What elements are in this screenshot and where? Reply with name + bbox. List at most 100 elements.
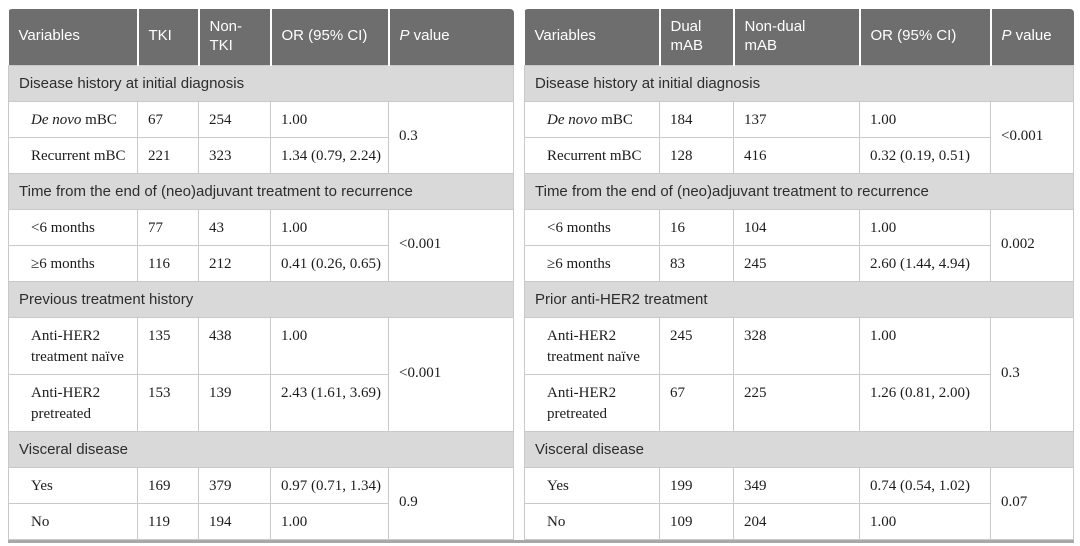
- section-title: Visceral disease: [524, 430, 1074, 468]
- tki-vs-non-tki-panel: Variables TKI Non-TKI OR (95% CI) P value Dis…: [8, 9, 514, 540]
- table-row: ≥6 months 116 212 0.41 (0.26, 0.65): [8, 244, 514, 282]
- group2-count-cell: 323: [198, 136, 271, 174]
- group1-count-cell: 83: [659, 244, 734, 282]
- section-row: Prior anti-HER2 treatment: [524, 280, 1074, 318]
- group2-count-cell: 104: [733, 208, 860, 246]
- table-row: Recurrent mBC 128 416 0.32 (0.19, 0.51): [524, 136, 1074, 174]
- variable-cell: Recurrent mBC: [524, 136, 660, 174]
- column-header-variables: Variables: [8, 9, 139, 65]
- group1-count-cell: 109: [659, 502, 734, 540]
- group1-count-cell: 77: [137, 208, 199, 246]
- p-value-cell: <0.001: [388, 316, 514, 432]
- odds-ratio-cell: 2.60 (1.44, 4.94): [859, 244, 991, 282]
- section-title: Disease history at initial diagnosis: [524, 64, 1074, 102]
- table-row: De novo mBC 184 137 1.00 <0.001: [524, 100, 1074, 174]
- section-title: Prior anti-HER2 treatment: [524, 280, 1074, 318]
- p-value-cell: 0.3: [388, 100, 514, 174]
- odds-ratio-cell: 0.32 (0.19, 0.51): [859, 136, 991, 174]
- section-row: Time from the end of (neo)adjuvant treat…: [8, 172, 514, 210]
- variable-cell: ≥6 months: [524, 244, 660, 282]
- variable-cell: <6 months: [524, 208, 660, 246]
- table-row: Anti-HER2 treatment naïve 245 328 1.00 0.3: [524, 316, 1074, 432]
- section-row: Time from the end of (neo)adjuvant treat…: [524, 172, 1074, 210]
- dual-mab-vs-non-dual-mab-panel: Variables Dual mAB Non-dual mAB OR (95% CI)…: [524, 9, 1074, 540]
- variable-cell: Anti-HER2 pretreated: [524, 373, 660, 432]
- group1-count-cell: 184: [659, 100, 734, 138]
- p-value-cell: 0.002: [990, 208, 1074, 282]
- odds-ratio-cell: 1.34 (0.79, 2.24): [270, 136, 389, 174]
- odds-ratio-cell: 1.00: [859, 502, 991, 540]
- variable-cell: Anti-HER2 pretreated: [8, 373, 138, 432]
- group2-count-cell: 328: [733, 316, 860, 375]
- section-title: Time from the end of (neo)adjuvant treat…: [8, 172, 514, 210]
- section-title: Time from the end of (neo)adjuvant treat…: [524, 172, 1074, 210]
- column-header-variables: Variables: [524, 9, 661, 65]
- section-row: Disease history at initial diagnosis: [8, 64, 514, 102]
- group2-count-cell: 212: [198, 244, 271, 282]
- table-row: Yes 199 349 0.74 (0.54, 1.02) 0.07: [524, 466, 1074, 540]
- group2-count-cell: 137: [733, 100, 860, 138]
- section-title: Previous treatment history: [8, 280, 514, 318]
- variable-cell: De novo mBC: [8, 100, 138, 138]
- group1-count-cell: 135: [137, 316, 199, 375]
- column-header-group2: Non-TKI: [198, 9, 272, 65]
- table-row: Yes 169 379 0.97 (0.71, 1.34) 0.9: [8, 466, 514, 540]
- dual-mab-vs-non-dual-mab-table: Variables Dual mAB Non-dual mAB OR (95% CI)…: [524, 9, 1074, 540]
- table-row: Anti-HER2 pretreated 153 139 2.43 (1.61, 3.…: [8, 373, 514, 432]
- table-row: No 119 194 1.00: [8, 502, 514, 540]
- group1-count-cell: 16: [659, 208, 734, 246]
- odds-ratio-cell: 0.97 (0.71, 1.34): [270, 466, 389, 504]
- group2-count-cell: 438: [198, 316, 271, 375]
- column-header-group2: Non-dual mAB: [733, 9, 861, 65]
- odds-ratio-cell: 1.00: [270, 208, 389, 246]
- column-header-p-value: P value: [388, 9, 514, 65]
- section-row: Visceral disease: [8, 430, 514, 468]
- variable-cell: <6 months: [8, 208, 138, 246]
- section-row: Previous treatment history: [8, 280, 514, 318]
- table-row: <6 months 16 104 1.00 0.002: [524, 208, 1074, 282]
- odds-ratio-cell: 1.00: [859, 100, 991, 138]
- odds-ratio-cell: 1.00: [859, 316, 991, 375]
- table-row: Anti-HER2 pretreated 67 225 1.26 (0.81, 2.0…: [524, 373, 1074, 432]
- column-header-group1: TKI: [137, 9, 200, 65]
- group1-count-cell: 199: [659, 466, 734, 504]
- section-row: Visceral disease: [524, 430, 1074, 468]
- table-row: <6 months 77 43 1.00 <0.001: [8, 208, 514, 282]
- variable-cell: No: [8, 502, 138, 540]
- group1-count-cell: 221: [137, 136, 199, 174]
- odds-ratio-cell: 1.26 (0.81, 2.00): [859, 373, 991, 432]
- section-title: Visceral disease: [8, 430, 514, 468]
- p-value-cell: 0.9: [388, 466, 514, 540]
- odds-ratio-cell: 1.00: [270, 502, 389, 540]
- group2-count-cell: 245: [733, 244, 860, 282]
- p-value-cell: 0.07: [990, 466, 1074, 540]
- variable-cell: Recurrent mBC: [8, 136, 138, 174]
- odds-ratio-cell: 0.74 (0.54, 1.02): [859, 466, 991, 504]
- tki-vs-non-tki-table: Variables TKI Non-TKI OR (95% CI) P value Dis…: [8, 9, 514, 540]
- group1-count-cell: 245: [659, 316, 734, 375]
- p-value-cell: 0.3: [990, 316, 1074, 432]
- variable-cell: Anti-HER2 treatment naïve: [8, 316, 138, 375]
- table-row: Recurrent mBC 221 323 1.34 (0.79, 2.24): [8, 136, 514, 174]
- column-header-p-value: P value: [990, 9, 1074, 65]
- table-row: No 109 204 1.00: [524, 502, 1074, 540]
- group2-count-cell: 349: [733, 466, 860, 504]
- group2-count-cell: 43: [198, 208, 271, 246]
- odds-ratio-cell: 0.41 (0.26, 0.65): [270, 244, 389, 282]
- section-row: Disease history at initial diagnosis: [524, 64, 1074, 102]
- variable-cell: ≥6 months: [8, 244, 138, 282]
- group1-count-cell: 169: [137, 466, 199, 504]
- group2-count-cell: 225: [733, 373, 860, 432]
- group1-count-cell: 153: [137, 373, 199, 432]
- p-value-cell: <0.001: [990, 100, 1074, 174]
- variable-cell: Yes: [524, 466, 660, 504]
- header-row: Variables Dual mAB Non-dual mAB OR (95% CI)…: [524, 9, 1074, 65]
- odds-ratio-cell: 1.00: [270, 100, 389, 138]
- group1-count-cell: 119: [137, 502, 199, 540]
- group2-count-cell: 204: [733, 502, 860, 540]
- section-title: Disease history at initial diagnosis: [8, 64, 514, 102]
- group2-count-cell: 254: [198, 100, 271, 138]
- table-row: ≥6 months 83 245 2.60 (1.44, 4.94): [524, 244, 1074, 282]
- header-row: Variables TKI Non-TKI OR (95% CI) P value: [8, 9, 514, 65]
- group1-count-cell: 67: [137, 100, 199, 138]
